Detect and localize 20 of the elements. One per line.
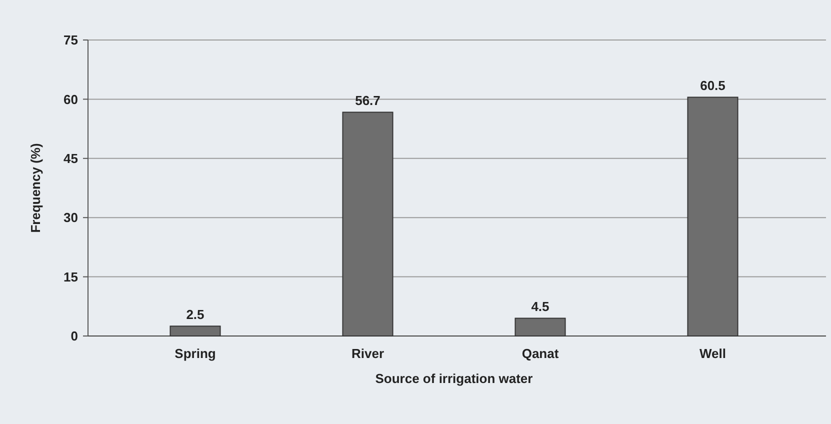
data-label: 60.5: [700, 78, 726, 94]
data-label: 4.5: [531, 299, 550, 314]
data-label: 56.7: [355, 93, 380, 108]
y-tick-label: 45: [64, 150, 78, 166]
x-axis-title: Source of irrigation water: [375, 371, 533, 386]
y-tick-label: 75: [64, 32, 78, 48]
bar: [170, 326, 221, 336]
x-tick-label: Spring: [174, 346, 216, 361]
y-tick-label: 60: [64, 92, 78, 107]
y-axis-title: Frequency (%): [28, 143, 43, 233]
x-tick-label: River: [351, 346, 384, 361]
y-tick-label: 0: [70, 328, 78, 344]
x-tick-label: Qanat: [522, 346, 560, 361]
bar: [342, 112, 394, 336]
x-tick-label: Well: [700, 346, 726, 361]
bar: [687, 96, 738, 336]
y-tick-label: 15: [64, 269, 78, 284]
bar: [514, 318, 566, 336]
data-label: 2.5: [186, 307, 204, 322]
y-tick-label: 30: [64, 210, 78, 226]
